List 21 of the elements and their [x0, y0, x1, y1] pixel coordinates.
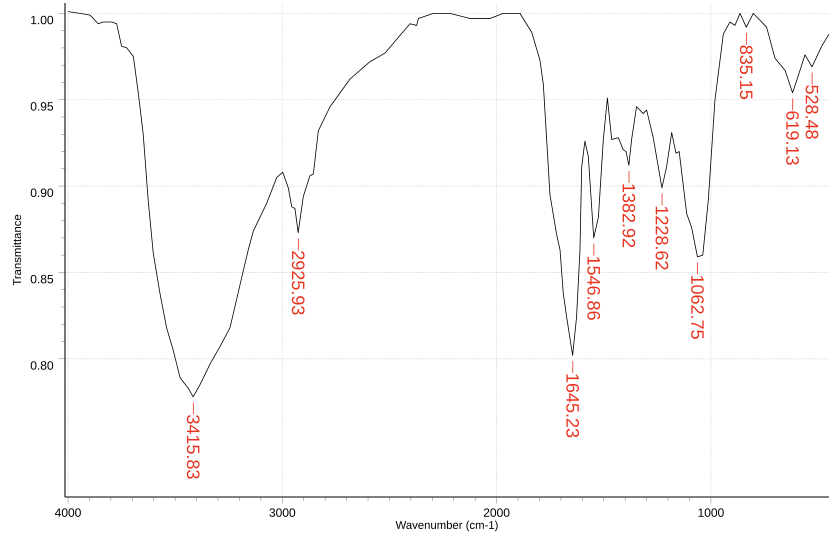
- x-axis-title: Wavenumber (cm-1): [396, 520, 498, 532]
- x-tick-label: 4000: [54, 508, 81, 517]
- annotation: 619.13: [786, 111, 799, 165]
- annotation: 3415.83: [186, 415, 200, 479]
- x-tick-label: 2000: [484, 508, 510, 517]
- x-tick-label: 1000: [698, 508, 724, 517]
- annotation: 1645.23: [566, 374, 580, 438]
- y-tick-label: 0.90: [30, 188, 54, 198]
- y-tick-label: 1.00: [31, 16, 54, 24]
- y-tick-label: 0.95: [30, 102, 54, 111]
- annotation: 528.48: [806, 85, 818, 139]
- y-tick-label: 0.85: [30, 274, 54, 284]
- y-tick-label: 0.80: [30, 361, 54, 370]
- annotation: 835.15: [740, 46, 753, 100]
- annotation: 1228.62: [656, 206, 668, 270]
- annotation: 2925.93: [292, 251, 305, 315]
- annotation: 1546.86: [587, 256, 600, 320]
- annotation: 1382.92: [622, 184, 636, 248]
- y-axis-title: Transmittance: [12, 214, 22, 286]
- annotation: 1062.75: [691, 276, 704, 339]
- x-tick-label: 3000: [269, 508, 296, 517]
